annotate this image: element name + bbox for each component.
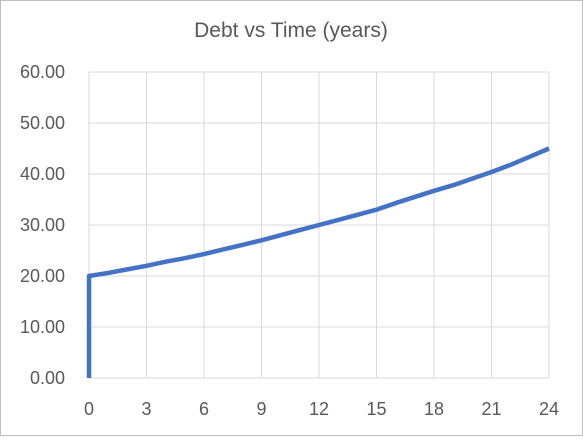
x-tick-label: 0 (84, 399, 94, 419)
x-tick-label: 12 (309, 399, 329, 419)
x-tick-label: 24 (539, 399, 559, 419)
y-axis-ticks: 0.00 10.00 20.00 30.00 40.00 50.00 60.00 (20, 62, 65, 388)
x-axis-ticks: 0 3 6 9 12 15 18 21 24 (84, 399, 559, 419)
x-tick-label: 15 (366, 399, 386, 419)
x-tick-label: 3 (141, 399, 151, 419)
y-tick-label: 50.00 (20, 113, 65, 133)
x-tick-label: 6 (199, 399, 209, 419)
chart-title: Debt vs Time (years) (194, 19, 388, 42)
x-tick-label: 18 (424, 399, 444, 419)
x-tick-label: 21 (481, 399, 501, 419)
y-tick-label: 30.00 (20, 215, 65, 235)
y-tick-label: 0.00 (30, 368, 65, 388)
x-tick-label: 9 (256, 399, 266, 419)
y-tick-label: 10.00 (20, 317, 65, 337)
y-tick-label: 60.00 (20, 62, 65, 82)
y-tick-label: 20.00 (20, 266, 65, 286)
y-tick-label: 40.00 (20, 164, 65, 184)
